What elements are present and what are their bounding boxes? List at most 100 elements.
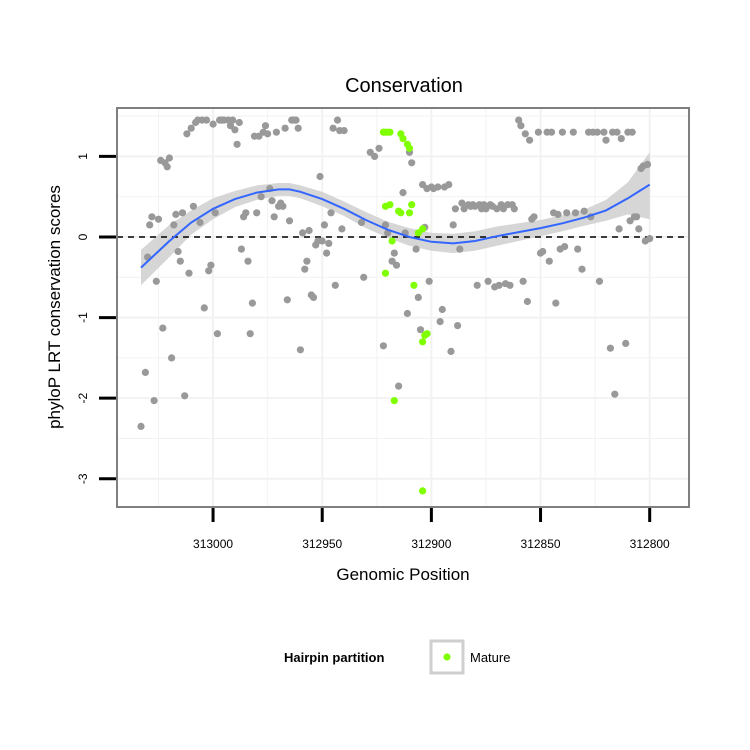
data-point (141, 368, 149, 376)
data-point (338, 225, 346, 233)
plot-panel (116, 107, 690, 508)
data-point (425, 277, 433, 285)
data-point (521, 130, 529, 138)
data-point (646, 235, 654, 243)
data-point (552, 299, 560, 307)
data-point (563, 209, 571, 217)
data-point (331, 281, 339, 289)
legend-key-box (429, 639, 465, 675)
data-point (445, 181, 453, 189)
data-point (264, 130, 272, 138)
y-tick-label: -2 (76, 393, 90, 404)
data-point (178, 209, 187, 217)
data-point (318, 237, 326, 245)
data-point (146, 221, 154, 229)
y-tick-label: 0 (76, 233, 90, 240)
data-point (357, 218, 366, 227)
data-point (333, 116, 342, 124)
data-point (447, 347, 455, 355)
data-point (510, 205, 518, 213)
data-point (414, 293, 422, 301)
data-point (270, 213, 278, 221)
data-point (301, 265, 309, 273)
data-point (558, 128, 567, 136)
y-tick-label: -3 (76, 473, 90, 484)
mature-data-point (386, 128, 394, 136)
data-point (633, 213, 641, 221)
data-point (168, 354, 176, 362)
mature-data-point (408, 201, 416, 209)
data-point (375, 144, 383, 152)
data-point (569, 128, 577, 136)
data-point (320, 221, 328, 229)
data-point (360, 273, 368, 281)
data-point (628, 128, 636, 136)
data-point (237, 245, 245, 253)
data-point (611, 390, 619, 398)
data-point (235, 118, 243, 127)
data-point (399, 189, 407, 197)
data-point (545, 257, 553, 265)
data-point (303, 257, 311, 265)
data-point (205, 267, 213, 275)
data-point (379, 342, 387, 350)
data-point (593, 128, 601, 136)
data-point (294, 124, 302, 132)
data-point (523, 297, 532, 306)
data-point (635, 225, 643, 233)
data-point (381, 221, 390, 229)
x-tick-label: 313000 (193, 537, 233, 551)
data-point (159, 324, 167, 332)
y-tick-label: 1 (76, 153, 90, 160)
data-point (233, 140, 241, 148)
legend-key-mature-dot (443, 653, 451, 661)
data-point (272, 128, 280, 136)
y-axis-ticks: 1 0 -1 -2 -3 (76, 153, 116, 484)
data-point (246, 330, 254, 338)
data-point (561, 243, 569, 251)
data-point (325, 239, 333, 247)
mature-data-point (405, 144, 414, 152)
mature-points (379, 128, 431, 495)
data-point (395, 382, 403, 390)
data-point (309, 293, 318, 301)
data-point (458, 199, 466, 207)
data-point (305, 226, 313, 235)
data-point (261, 122, 270, 130)
mature-data-point (399, 135, 407, 143)
mature-data-point (405, 209, 414, 217)
x-tick-label: 312950 (302, 537, 342, 551)
data-point (517, 122, 525, 130)
data-point (340, 127, 348, 135)
data-point (196, 218, 204, 227)
data-point (602, 136, 610, 144)
data-point (165, 154, 173, 162)
data-point (484, 277, 492, 285)
data-point (253, 209, 261, 217)
y-axis-label: phyloP LRT conservation scores (45, 185, 64, 429)
data-point (292, 116, 300, 124)
data-point (519, 277, 527, 285)
data-point (316, 172, 324, 181)
data-point (189, 202, 197, 210)
data-point (229, 116, 237, 124)
data-point (600, 128, 608, 136)
data-point (207, 261, 215, 269)
data-point (242, 209, 250, 217)
data-point (554, 210, 562, 218)
data-point (257, 193, 265, 201)
data-point (473, 281, 481, 289)
data-point (279, 202, 287, 210)
legend-item-mature: Mature (470, 650, 510, 665)
mature-data-point (410, 281, 418, 289)
data-point (408, 159, 416, 167)
mature-data-point (419, 225, 427, 233)
data-point (170, 221, 178, 229)
panel-border (116, 107, 690, 508)
data-point (451, 205, 459, 213)
data-point (176, 257, 184, 265)
data-point (454, 322, 462, 330)
data-point (574, 245, 582, 253)
data-point (172, 210, 180, 218)
